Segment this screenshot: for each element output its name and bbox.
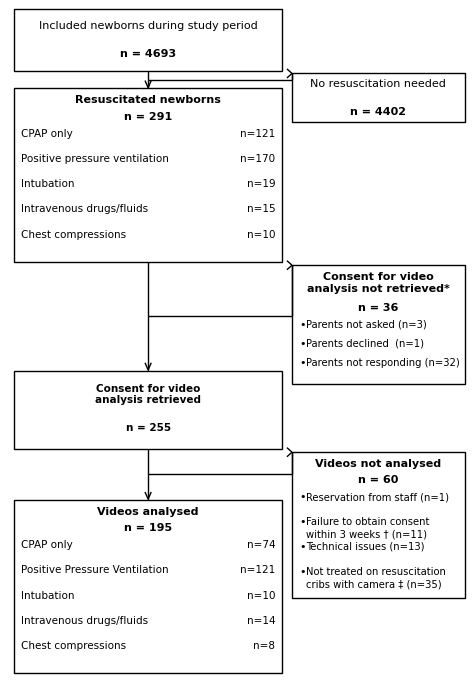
FancyBboxPatch shape [292,73,465,122]
Text: •: • [299,320,306,330]
Text: n=15: n=15 [247,205,275,214]
Text: Parents declined  (n=1): Parents declined (n=1) [306,339,424,349]
Text: Not treated on resuscitation
cribs with camera ‡ (n=35): Not treated on resuscitation cribs with … [306,567,446,589]
Text: CPAP only: CPAP only [21,129,73,139]
Text: Intravenous drugs/fluids: Intravenous drugs/fluids [21,205,148,214]
Text: Consent for video
analysis not retrieved*: Consent for video analysis not retrieved… [307,272,449,294]
Text: n = 4693: n = 4693 [120,49,176,59]
Text: n = 195: n = 195 [124,523,172,533]
Text: n = 60: n = 60 [358,475,398,486]
Text: Included newborns during study period: Included newborns during study period [39,21,257,31]
FancyBboxPatch shape [14,9,282,71]
Text: n = 36: n = 36 [358,303,398,313]
Text: Consent for video
analysis retrieved: Consent for video analysis retrieved [95,384,201,405]
FancyBboxPatch shape [292,265,465,384]
Text: Intubation: Intubation [21,590,74,600]
Text: n = 291: n = 291 [124,112,172,122]
Text: n=170: n=170 [240,154,275,164]
Text: n = 255: n = 255 [126,423,171,433]
Text: Reservation from staff (n=1): Reservation from staff (n=1) [306,492,449,503]
FancyBboxPatch shape [14,371,282,449]
Text: Chest compressions: Chest compressions [21,230,126,240]
FancyBboxPatch shape [14,500,282,673]
Text: Technical issues (n=13): Technical issues (n=13) [306,542,424,552]
Text: •: • [299,517,306,527]
Text: No resuscitation needed: No resuscitation needed [310,79,446,89]
Text: n=14: n=14 [247,616,275,626]
Text: n=19: n=19 [247,179,275,189]
Text: Videos not analysed: Videos not analysed [315,459,441,469]
Text: •: • [299,542,306,552]
Text: Chest compressions: Chest compressions [21,641,126,651]
Text: n=8: n=8 [254,641,275,651]
Text: n=10: n=10 [247,230,275,240]
Text: •: • [299,339,306,349]
Text: Videos analysed: Videos analysed [97,507,199,517]
Text: n=10: n=10 [247,590,275,600]
Text: n = 4402: n = 4402 [350,107,406,117]
Text: Parents not asked (n=3): Parents not asked (n=3) [306,320,427,330]
FancyBboxPatch shape [292,452,465,598]
FancyBboxPatch shape [14,88,282,262]
Text: Positive pressure ventilation: Positive pressure ventilation [21,154,169,164]
Text: Resuscitated newborns: Resuscitated newborns [75,95,221,105]
Text: Intravenous drugs/fluids: Intravenous drugs/fluids [21,616,148,626]
Text: •: • [299,358,306,368]
Text: Positive Pressure Ventilation: Positive Pressure Ventilation [21,565,168,575]
Text: Intubation: Intubation [21,179,74,189]
Text: n=121: n=121 [240,565,275,575]
Text: n=74: n=74 [247,540,275,550]
Text: •: • [299,567,306,577]
Text: n=121: n=121 [240,129,275,139]
Text: Parents not responding (n=32): Parents not responding (n=32) [306,358,459,368]
Text: Failure to obtain consent
within 3 weeks † (n=11): Failure to obtain consent within 3 weeks… [306,517,429,539]
Text: CPAP only: CPAP only [21,540,73,550]
Text: •: • [299,492,306,503]
